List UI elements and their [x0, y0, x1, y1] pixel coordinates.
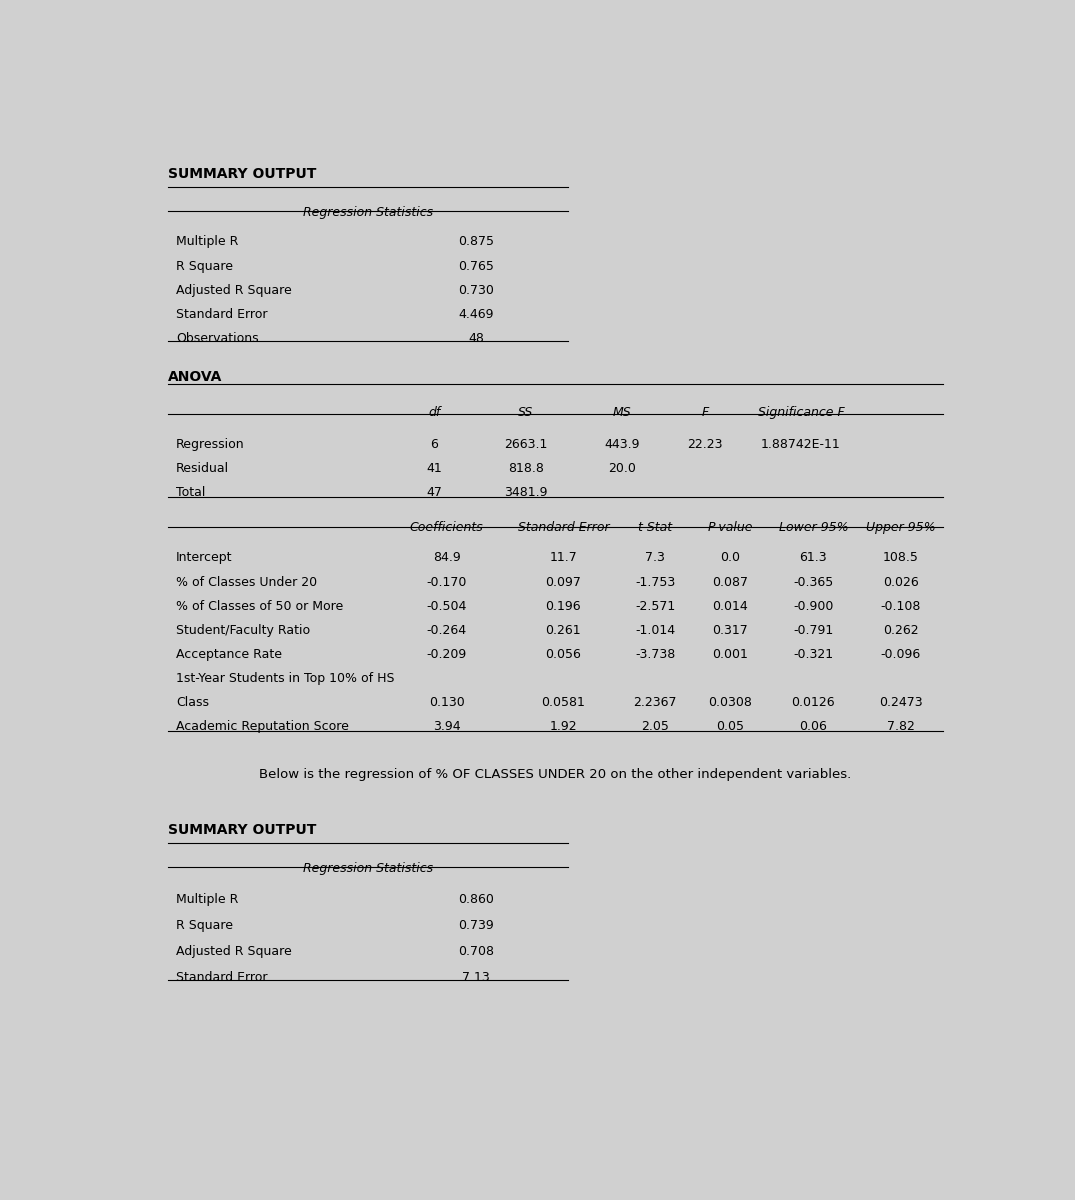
Text: 3481.9: 3481.9 [504, 486, 547, 499]
Text: Multiple R: Multiple R [176, 235, 239, 248]
Text: 0.875: 0.875 [458, 235, 493, 248]
Text: 48: 48 [468, 331, 484, 344]
Text: -0.365: -0.365 [793, 576, 833, 588]
Text: 61.3: 61.3 [800, 552, 827, 564]
Text: 1st-Year Students in Top 10% of HS: 1st-Year Students in Top 10% of HS [176, 672, 395, 685]
Text: Intercept: Intercept [176, 552, 232, 564]
Text: 0.261: 0.261 [546, 624, 582, 636]
Text: 84.9: 84.9 [433, 552, 461, 564]
Text: -2.571: -2.571 [635, 600, 675, 612]
Text: R Square: R Square [176, 919, 233, 932]
Text: 11.7: 11.7 [549, 552, 577, 564]
Text: 47: 47 [427, 486, 442, 499]
Text: 0.0308: 0.0308 [708, 696, 752, 709]
Text: Academic Reputation Score: Academic Reputation Score [176, 720, 349, 733]
Text: 1.88742E-11: 1.88742E-11 [761, 438, 841, 451]
Text: Upper 95%: Upper 95% [866, 521, 935, 534]
Text: Observations: Observations [176, 331, 259, 344]
Text: -0.504: -0.504 [427, 600, 467, 612]
Text: Total: Total [176, 486, 205, 499]
Text: 0.014: 0.014 [712, 600, 748, 612]
Text: 0.056: 0.056 [545, 648, 582, 660]
Text: -0.900: -0.900 [793, 600, 833, 612]
Text: 0.739: 0.739 [458, 919, 493, 932]
Text: Student/Faculty Ratio: Student/Faculty Ratio [176, 624, 311, 636]
Text: 6: 6 [430, 438, 439, 451]
Text: 0.2473: 0.2473 [879, 696, 922, 709]
Text: 4.469: 4.469 [458, 307, 493, 320]
Text: df: df [428, 407, 441, 420]
Text: 2.05: 2.05 [641, 720, 669, 733]
Text: % of Classes Under 20: % of Classes Under 20 [176, 576, 317, 588]
Text: Standard Error: Standard Error [176, 307, 268, 320]
Text: SS: SS [518, 407, 533, 420]
Text: 7.82: 7.82 [887, 720, 915, 733]
Text: Acceptance Rate: Acceptance Rate [176, 648, 282, 660]
Text: 0.05: 0.05 [716, 720, 744, 733]
Text: R Square: R Square [176, 259, 233, 272]
Text: 0.0126: 0.0126 [791, 696, 835, 709]
Text: 1.92: 1.92 [549, 720, 577, 733]
Text: 0.262: 0.262 [883, 624, 919, 636]
Text: 0.196: 0.196 [546, 600, 582, 612]
Text: P-value: P-value [707, 521, 752, 534]
Text: -3.738: -3.738 [635, 648, 675, 660]
Text: -0.170: -0.170 [427, 576, 467, 588]
Text: Significance F: Significance F [758, 407, 844, 420]
Text: SUMMARY OUTPUT: SUMMARY OUTPUT [168, 167, 316, 181]
Text: Lower 95%: Lower 95% [778, 521, 848, 534]
Text: Multiple R: Multiple R [176, 893, 239, 906]
Text: -1.753: -1.753 [635, 576, 675, 588]
Text: Regression: Regression [176, 438, 245, 451]
Text: F: F [702, 407, 708, 420]
Text: % of Classes of 50 or More: % of Classes of 50 or More [176, 600, 343, 612]
Text: SUMMARY OUTPUT: SUMMARY OUTPUT [168, 823, 316, 838]
Text: Standard Error: Standard Error [176, 971, 268, 984]
Text: 0.001: 0.001 [712, 648, 748, 660]
Text: Residual: Residual [176, 462, 229, 475]
Text: 0.026: 0.026 [883, 576, 919, 588]
Text: 20.0: 20.0 [607, 462, 635, 475]
Text: 108.5: 108.5 [883, 552, 919, 564]
Text: 0.06: 0.06 [800, 720, 828, 733]
Text: -1.014: -1.014 [635, 624, 675, 636]
Text: Standard Error: Standard Error [518, 521, 610, 534]
Text: 0.0581: 0.0581 [542, 696, 586, 709]
Text: 41: 41 [427, 462, 442, 475]
Text: -0.108: -0.108 [880, 600, 921, 612]
Text: 7.3: 7.3 [645, 552, 665, 564]
Text: 443.9: 443.9 [604, 438, 640, 451]
Text: -0.209: -0.209 [427, 648, 467, 660]
Text: 2.2367: 2.2367 [633, 696, 677, 709]
Text: -0.264: -0.264 [427, 624, 467, 636]
Text: 0.765: 0.765 [458, 259, 493, 272]
Text: Adjusted R Square: Adjusted R Square [176, 283, 291, 296]
Text: -0.321: -0.321 [793, 648, 833, 660]
Text: Regression Statistics: Regression Statistics [302, 862, 433, 875]
Text: 3.94: 3.94 [433, 720, 460, 733]
Text: 0.860: 0.860 [458, 893, 493, 906]
Text: -0.096: -0.096 [880, 648, 921, 660]
Text: Regression Statistics: Regression Statistics [302, 206, 433, 218]
Text: ANOVA: ANOVA [168, 371, 223, 384]
Text: 0.097: 0.097 [545, 576, 582, 588]
Text: 818.8: 818.8 [508, 462, 544, 475]
Text: t Stat: t Stat [639, 521, 672, 534]
Text: 0.708: 0.708 [458, 946, 493, 958]
Text: -0.791: -0.791 [793, 624, 833, 636]
Text: 0.087: 0.087 [712, 576, 748, 588]
Text: 0.0: 0.0 [720, 552, 740, 564]
Text: MS: MS [613, 407, 631, 420]
Text: Class: Class [176, 696, 209, 709]
Text: Coefficients: Coefficients [410, 521, 484, 534]
Text: 7.13: 7.13 [462, 971, 490, 984]
Text: 0.730: 0.730 [458, 283, 493, 296]
Text: 22.23: 22.23 [687, 438, 722, 451]
Text: Adjusted R Square: Adjusted R Square [176, 946, 291, 958]
Text: 0.317: 0.317 [712, 624, 748, 636]
Text: 0.130: 0.130 [429, 696, 464, 709]
Text: 2663.1: 2663.1 [504, 438, 547, 451]
Text: Below is the regression of % OF CLASSES UNDER 20 on the other independent variab: Below is the regression of % OF CLASSES … [259, 768, 851, 781]
